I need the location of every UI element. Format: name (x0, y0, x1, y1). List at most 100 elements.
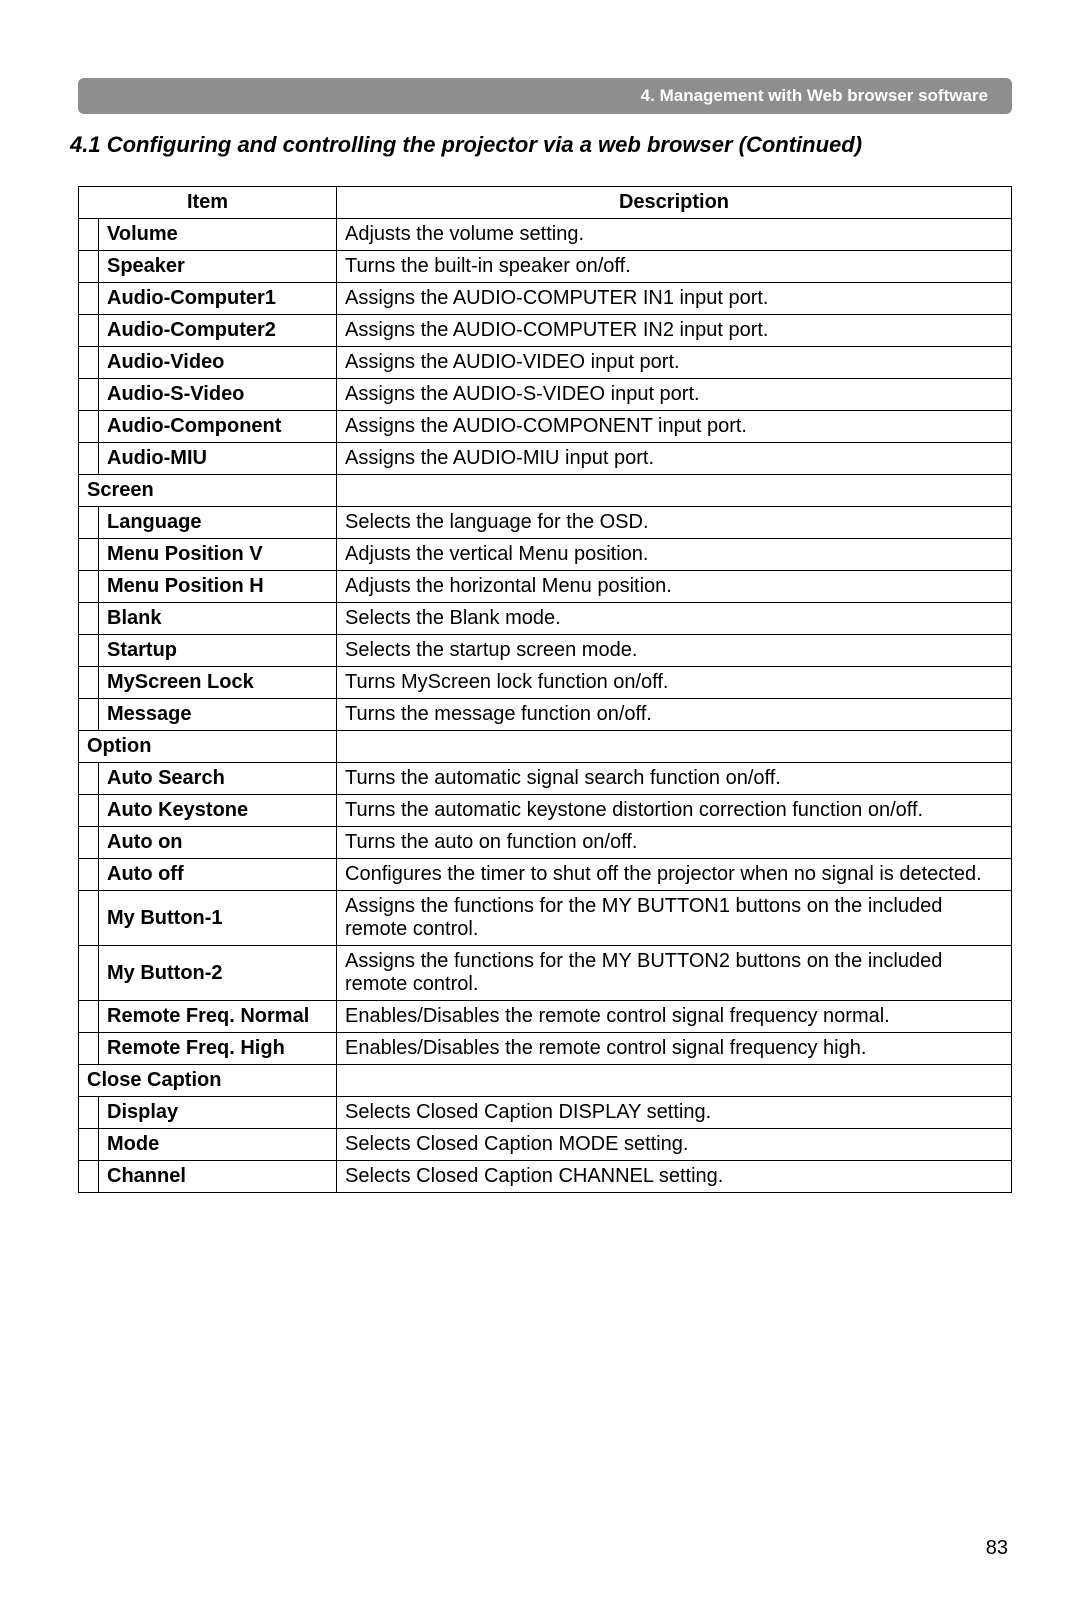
table-row: Menu Position VAdjusts the vertical Menu… (79, 539, 1012, 571)
table-row: Audio-Computer2Assigns the AUDIO-COMPUTE… (79, 315, 1012, 347)
row-spacer (79, 891, 99, 946)
table-section-row: Option (79, 731, 1012, 763)
item-cell: Menu Position H (99, 571, 337, 603)
table-row: MessageTurns the message function on/off… (79, 699, 1012, 731)
settings-table: Item Description VolumeAdjusts the volum… (78, 186, 1012, 1193)
table-row: Audio-S-VideoAssigns the AUDIO-S-VIDEO i… (79, 379, 1012, 411)
item-cell: Audio-Component (99, 411, 337, 443)
row-spacer (79, 667, 99, 699)
description-cell: Turns the auto on function on/off. (337, 827, 1012, 859)
row-spacer (79, 1161, 99, 1193)
table-row: Auto offConfigures the timer to shut off… (79, 859, 1012, 891)
table-row: MyScreen LockTurns MyScreen lock functio… (79, 667, 1012, 699)
description-cell: Enables/Disables the remote control sign… (337, 1001, 1012, 1033)
table-section-row: Screen (79, 475, 1012, 507)
section-empty (337, 1065, 1012, 1097)
section-label: Screen (79, 475, 337, 507)
description-cell: Selects Closed Caption MODE setting. (337, 1129, 1012, 1161)
section-empty (337, 475, 1012, 507)
breadcrumb: 4. Management with Web browser software (78, 78, 1012, 114)
item-cell: Remote Freq. Normal (99, 1001, 337, 1033)
description-cell: Assigns the AUDIO-COMPUTER IN2 input por… (337, 315, 1012, 347)
item-cell: Message (99, 699, 337, 731)
description-cell: Selects Closed Caption DISPLAY setting. (337, 1097, 1012, 1129)
description-cell: Configures the timer to shut off the pro… (337, 859, 1012, 891)
row-spacer (79, 1097, 99, 1129)
table-row: Remote Freq. NormalEnables/Disables the … (79, 1001, 1012, 1033)
item-cell: Auto on (99, 827, 337, 859)
description-cell: Selects the Blank mode. (337, 603, 1012, 635)
table-row: ChannelSelects Closed Caption CHANNEL se… (79, 1161, 1012, 1193)
item-cell: Audio-Computer1 (99, 283, 337, 315)
row-spacer (79, 283, 99, 315)
row-spacer (79, 443, 99, 475)
description-cell: Assigns the functions for the MY BUTTON1… (337, 891, 1012, 946)
table-row: BlankSelects the Blank mode. (79, 603, 1012, 635)
item-cell: Auto Keystone (99, 795, 337, 827)
description-cell: Selects the language for the OSD. (337, 507, 1012, 539)
item-cell: Audio-MIU (99, 443, 337, 475)
item-cell: Startup (99, 635, 337, 667)
table-row: Remote Freq. HighEnables/Disables the re… (79, 1033, 1012, 1065)
table-row: SpeakerTurns the built-in speaker on/off… (79, 251, 1012, 283)
row-spacer (79, 315, 99, 347)
header-item: Item (79, 187, 337, 219)
table-row: Audio-MIUAssigns the AUDIO-MIU input por… (79, 443, 1012, 475)
row-spacer (79, 603, 99, 635)
table-section-row: Close Caption (79, 1065, 1012, 1097)
table-row: My Button-1Assigns the functions for the… (79, 891, 1012, 946)
item-cell: Menu Position V (99, 539, 337, 571)
table-row: Audio-ComponentAssigns the AUDIO-COMPONE… (79, 411, 1012, 443)
item-cell: Volume (99, 219, 337, 251)
row-spacer (79, 1033, 99, 1065)
row-spacer (79, 539, 99, 571)
row-spacer (79, 347, 99, 379)
row-spacer (79, 635, 99, 667)
description-cell: Selects the startup screen mode. (337, 635, 1012, 667)
section-empty (337, 731, 1012, 763)
item-cell: Auto off (99, 859, 337, 891)
description-cell: Assigns the AUDIO-VIDEO input port. (337, 347, 1012, 379)
item-cell: Audio-S-Video (99, 379, 337, 411)
table-row: ModeSelects Closed Caption MODE setting. (79, 1129, 1012, 1161)
item-cell: Display (99, 1097, 337, 1129)
item-cell: Language (99, 507, 337, 539)
description-cell: Assigns the AUDIO-S-VIDEO input port. (337, 379, 1012, 411)
description-cell: Turns the message function on/off. (337, 699, 1012, 731)
table-header-row: Item Description (79, 187, 1012, 219)
table-row: StartupSelects the startup screen mode. (79, 635, 1012, 667)
table-row: Menu Position HAdjusts the horizontal Me… (79, 571, 1012, 603)
table-row: Auto onTurns the auto on function on/off… (79, 827, 1012, 859)
item-cell: Speaker (99, 251, 337, 283)
table-row: Auto KeystoneTurns the automatic keyston… (79, 795, 1012, 827)
description-cell: Turns the automatic signal search functi… (337, 763, 1012, 795)
description-cell: Assigns the AUDIO-COMPONENT input port. (337, 411, 1012, 443)
item-cell: Channel (99, 1161, 337, 1193)
section-label: Option (79, 731, 337, 763)
description-cell: Adjusts the horizontal Menu position. (337, 571, 1012, 603)
table-row: LanguageSelects the language for the OSD… (79, 507, 1012, 539)
row-spacer (79, 1129, 99, 1161)
page-number: 83 (986, 1537, 1008, 1560)
table-row: DisplaySelects Closed Caption DISPLAY se… (79, 1097, 1012, 1129)
table-row: VolumeAdjusts the volume setting. (79, 219, 1012, 251)
item-cell: My Button-2 (99, 946, 337, 1001)
description-cell: Assigns the AUDIO-MIU input port. (337, 443, 1012, 475)
row-spacer (79, 827, 99, 859)
row-spacer (79, 219, 99, 251)
item-cell: Blank (99, 603, 337, 635)
row-spacer (79, 859, 99, 891)
table-row: Audio-VideoAssigns the AUDIO-VIDEO input… (79, 347, 1012, 379)
item-cell: MyScreen Lock (99, 667, 337, 699)
item-cell: Mode (99, 1129, 337, 1161)
item-cell: Audio-Computer2 (99, 315, 337, 347)
item-cell: Remote Freq. High (99, 1033, 337, 1065)
row-spacer (79, 946, 99, 1001)
row-spacer (79, 379, 99, 411)
row-spacer (79, 795, 99, 827)
description-cell: Adjusts the vertical Menu position. (337, 539, 1012, 571)
description-cell: Selects Closed Caption CHANNEL setting. (337, 1161, 1012, 1193)
description-cell: Assigns the AUDIO-COMPUTER IN1 input por… (337, 283, 1012, 315)
row-spacer (79, 251, 99, 283)
section-title: 4.1 Configuring and controlling the proj… (70, 132, 1012, 158)
